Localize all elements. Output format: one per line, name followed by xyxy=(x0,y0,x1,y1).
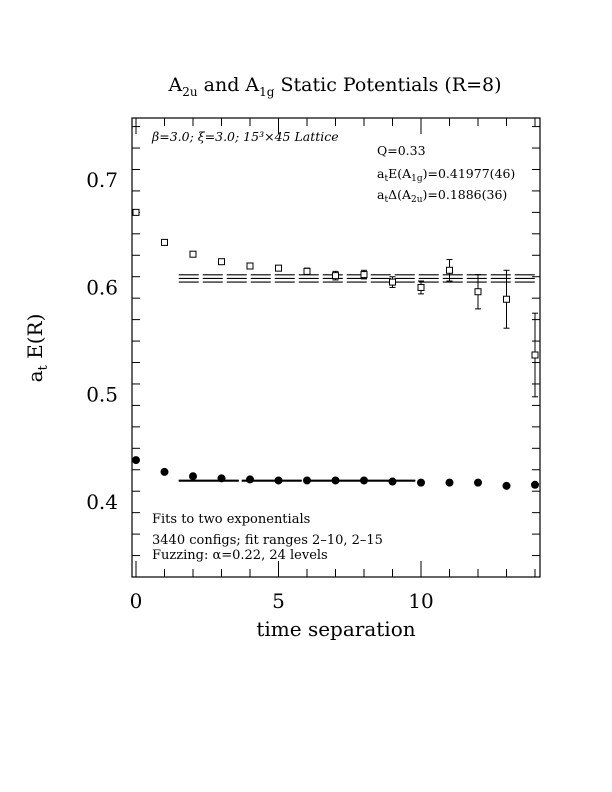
y-tick-labels: 0.4 0.5 0.6 0.7 xyxy=(86,168,118,514)
fit-gap-a: a xyxy=(377,187,385,202)
data-point-a1g xyxy=(531,480,539,489)
data-point-a2u xyxy=(189,250,197,258)
y-tick-label: 0.5 xyxy=(86,383,118,407)
note-configs: 3440 configs; fit ranges 2–10, 2–15 xyxy=(152,533,383,548)
fit-lines xyxy=(178,274,535,482)
data-point-a1g xyxy=(132,456,140,465)
x-tick-label: 10 xyxy=(408,589,433,613)
fit-gap-mid: Δ(A xyxy=(388,187,412,202)
note-fuzzing: Fuzzing: α=0.22, 24 levels xyxy=(152,548,328,563)
y-label-tail: E(R) xyxy=(23,314,47,366)
data-point-a2u xyxy=(503,295,510,303)
x-axis-label: time separation xyxy=(256,617,415,641)
data-point-a2u xyxy=(246,262,254,270)
lattice-info: β=3.0; ξ=3.0; 15³×45 Lattice xyxy=(151,129,339,144)
data-point-a1g xyxy=(388,477,397,486)
data-point-a1g xyxy=(189,472,197,481)
fit-energy: atE(A1g)=0.41977(46) xyxy=(377,166,515,184)
title-tail: Static Potentials (R=8) xyxy=(274,74,501,96)
fit-q-value: Q=0.33 xyxy=(377,143,426,158)
data-point-a1g xyxy=(274,476,283,485)
data-point-a2u xyxy=(531,351,539,359)
data-point-a2u xyxy=(332,272,339,280)
fit-gap: atΔ(A2u)=0.1886(36) xyxy=(377,187,507,205)
y-axis-label: at E(R) xyxy=(23,314,51,383)
data-point-a1g xyxy=(160,467,169,476)
data-point-a1g xyxy=(417,478,425,487)
data-point-a2u xyxy=(275,264,282,272)
fit-gap-value: )=0.1886(36) xyxy=(423,187,508,202)
x-tick-labels: 0 5 10 xyxy=(130,589,434,613)
y-tick-label: 0.7 xyxy=(86,168,118,192)
data-point-a1g xyxy=(474,478,482,487)
y-tick-label: 0.4 xyxy=(86,490,118,514)
data-point-a1g xyxy=(445,478,454,487)
data-point-a2u xyxy=(132,208,140,216)
y-label-main: a xyxy=(23,370,47,382)
data-point-a2u xyxy=(360,271,368,279)
data-point-a1g xyxy=(303,476,311,485)
data-point-a2u xyxy=(303,267,311,275)
axis-ticks xyxy=(132,118,540,577)
data-point-a2u xyxy=(161,238,168,246)
data-point-a1g xyxy=(502,481,511,490)
title-sub-a2u: 2u xyxy=(182,85,198,99)
data-point-a2u xyxy=(474,288,482,296)
title-main: A xyxy=(168,74,183,96)
fit-energy-value: )=0.41977(46) xyxy=(423,166,516,181)
note-fits: Fits to two exponentials xyxy=(152,512,310,527)
title-sub-a1g: 1g xyxy=(259,85,275,99)
fit-energy-mid: E(A xyxy=(388,166,412,181)
data-markers xyxy=(132,208,539,490)
data-point-a2u xyxy=(417,283,425,291)
data-point-a2u xyxy=(218,258,225,266)
x-tick-label: 5 xyxy=(272,589,285,613)
data-point-a1g xyxy=(217,474,226,483)
x-tick-label: 0 xyxy=(130,589,143,613)
fit-gap-t: t xyxy=(384,195,388,205)
y-tick-label: 0.6 xyxy=(86,275,118,299)
data-point-a1g xyxy=(331,476,340,485)
chart-title: A2u and A1g Static Potentials (R=8) xyxy=(168,74,502,99)
fit-gap-sub: 2u xyxy=(411,195,423,205)
title-mid: and A xyxy=(198,74,260,96)
data-point-a2u xyxy=(446,266,453,274)
data-point-a1g xyxy=(360,476,368,485)
data-point-a2u xyxy=(389,278,396,286)
fit-energy-a: a xyxy=(377,166,385,181)
y-label-sub: t xyxy=(36,364,51,370)
fit-energy-t: t xyxy=(384,174,388,184)
data-point-a1g xyxy=(246,475,254,484)
fit-energy-sub: 1g xyxy=(411,174,423,184)
